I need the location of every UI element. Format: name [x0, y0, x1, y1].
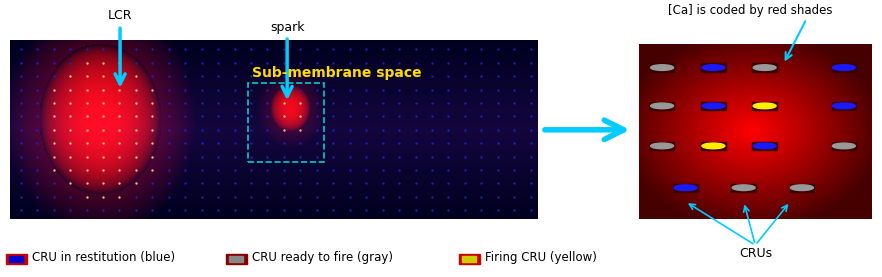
Circle shape — [753, 143, 776, 149]
Text: Firing CRU (yellow): Firing CRU (yellow) — [485, 251, 597, 264]
Circle shape — [790, 185, 813, 191]
Circle shape — [732, 185, 755, 191]
Bar — [673, 184, 698, 192]
Text: Sub-membrane space: Sub-membrane space — [252, 66, 422, 80]
Text: [Ca] is coded by red shades: [Ca] is coded by red shades — [669, 4, 833, 17]
Bar — [701, 63, 726, 72]
Circle shape — [833, 65, 856, 70]
Bar — [789, 184, 814, 192]
Circle shape — [651, 65, 674, 70]
Circle shape — [833, 103, 856, 109]
Bar — [226, 254, 247, 264]
Bar — [6, 254, 26, 264]
Circle shape — [651, 143, 674, 149]
Bar — [752, 142, 777, 150]
Bar — [248, 83, 324, 162]
Text: LCR: LCR — [108, 9, 132, 22]
Circle shape — [833, 143, 856, 149]
Bar — [459, 254, 480, 264]
Bar — [731, 184, 756, 192]
Text: CRUs: CRUs — [739, 247, 772, 260]
Circle shape — [702, 65, 725, 70]
Bar — [650, 63, 675, 72]
Bar — [752, 63, 777, 72]
Circle shape — [651, 103, 674, 109]
Bar — [701, 102, 726, 110]
Circle shape — [753, 65, 776, 70]
Circle shape — [702, 103, 725, 109]
Circle shape — [702, 143, 725, 149]
Bar — [229, 256, 243, 262]
Circle shape — [753, 103, 776, 109]
Bar — [832, 142, 856, 150]
Bar — [10, 256, 23, 262]
Bar — [832, 63, 856, 72]
Bar — [650, 142, 675, 150]
Bar — [462, 256, 476, 262]
Text: CRU ready to fire (gray): CRU ready to fire (gray) — [252, 251, 393, 264]
Bar — [832, 102, 856, 110]
Bar — [650, 102, 675, 110]
Bar — [752, 102, 777, 110]
Circle shape — [674, 185, 697, 191]
Bar — [701, 142, 726, 150]
Text: spark: spark — [270, 21, 304, 34]
Text: CRU in restitution (blue): CRU in restitution (blue) — [32, 251, 176, 264]
